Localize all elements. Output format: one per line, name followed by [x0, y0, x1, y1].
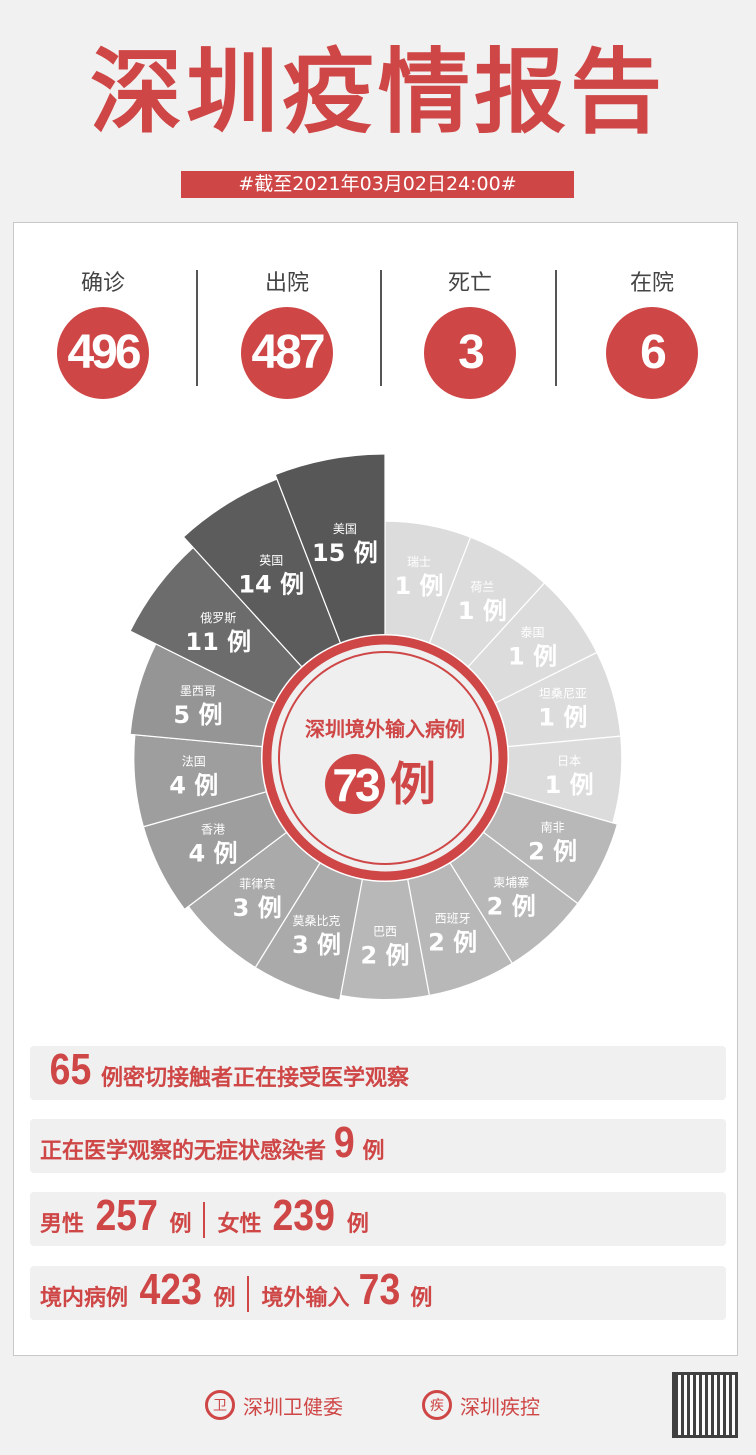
- health-commission-logo-icon: 卫: [205, 1390, 235, 1420]
- wedge-label: 柬埔寨: [493, 874, 529, 889]
- row-contacts: 65 例密切接触者正在接受医学观察: [30, 1046, 726, 1100]
- stat-discharged: 出院 487: [212, 265, 362, 399]
- wedge-label: 坦桑尼亚: [539, 686, 587, 700]
- stat-label: 死亡: [447, 271, 492, 296]
- footer-org2: 疾深圳疾控: [422, 1390, 540, 1420]
- wedge-label: 法国: [182, 755, 206, 769]
- rose-chart: 瑞士1 例荷兰1 例泰国1 例坦桑尼亚1 例日本1 例南非2 例柬埔寨2 例西班…: [129, 453, 623, 1001]
- wedge-value: 2 例: [428, 929, 477, 957]
- row-asymptomatic: 正在医学观察的无症状感染者 9 例: [30, 1119, 726, 1173]
- wedge-label: 巴西: [373, 924, 397, 938]
- stat-confirmed: 确诊 496: [28, 265, 178, 399]
- divider: [196, 270, 198, 386]
- wedge-label: 菲律宾: [239, 876, 275, 891]
- stat-value: 6: [606, 307, 698, 399]
- wedge-label: 泰国: [521, 626, 545, 640]
- wedge-label: 日本: [557, 754, 581, 768]
- divider: [555, 270, 557, 386]
- stat-value: 3: [424, 307, 516, 399]
- cdc-logo-icon: 疾: [422, 1390, 452, 1420]
- center-unit: 例: [390, 757, 436, 811]
- page-title: 深圳疫情报告: [89, 39, 666, 146]
- stat-label: 在院: [629, 271, 674, 296]
- center-ring: [262, 635, 508, 881]
- wedge-label: 香港: [201, 823, 225, 837]
- unit: 例: [213, 1286, 236, 1311]
- male-value: 257: [95, 1191, 158, 1240]
- divider: [203, 1202, 206, 1238]
- local-label: 境内病例: [40, 1286, 129, 1311]
- wedge-value: 2 例: [528, 837, 577, 865]
- stat-label: 确诊: [80, 271, 125, 296]
- stat-value: 496: [57, 307, 149, 399]
- center-inner-ring: [278, 651, 492, 865]
- wedge-value: 5 例: [173, 701, 222, 729]
- wedge-value: 4 例: [169, 772, 218, 800]
- wedge-value: 1 例: [508, 643, 557, 671]
- footer-org1: 卫深圳卫健委: [205, 1390, 343, 1420]
- female-label: 女性: [217, 1212, 262, 1237]
- local-value: 423: [139, 1265, 202, 1314]
- wedge-label: 瑞士: [407, 555, 431, 569]
- org1-name: 深圳卫健委: [243, 1394, 343, 1419]
- wedge-value: 3 例: [292, 931, 341, 959]
- wedge-label: 西班牙: [435, 912, 471, 926]
- wedge-value: 4 例: [189, 840, 238, 868]
- unit: 例: [362, 1139, 385, 1164]
- divider: [380, 270, 382, 386]
- female-value: 239: [272, 1191, 336, 1240]
- wedge-value: 15 例: [312, 539, 378, 567]
- imported-value: 73: [359, 1265, 401, 1314]
- row-origin: 境内病例 423 例境外输入 73 例: [30, 1266, 726, 1320]
- org2-name: 深圳疾控: [460, 1394, 540, 1419]
- center-title: 深圳境外输入病例: [305, 717, 465, 741]
- divider: [247, 1276, 250, 1312]
- row-gender: 男性 257 例女性 239 例: [30, 1192, 726, 1246]
- wedge-label: 莫桑比克: [292, 914, 340, 928]
- wedge-value: 11 例: [185, 628, 251, 656]
- stat-value: 487: [241, 307, 333, 399]
- stat-deaths: 死亡 3: [395, 265, 545, 399]
- contacts-value: 65: [49, 1045, 92, 1094]
- unit: 例: [410, 1286, 433, 1311]
- wedge-value: 14 例: [238, 570, 304, 598]
- stat-hospitalized: 在院 6: [577, 265, 727, 399]
- center-value-badge: [325, 754, 385, 814]
- wedge-value: 1 例: [538, 703, 587, 731]
- wedge-value: 1 例: [394, 572, 443, 600]
- center-value: 73: [332, 759, 379, 811]
- date-banner: #截至2021年03月02日24:00#: [181, 171, 574, 198]
- wedge-label: 荷兰: [470, 580, 494, 594]
- wedge-label: 俄罗斯: [200, 611, 236, 625]
- wedge-value: 2 例: [360, 941, 409, 969]
- male-label: 男性: [40, 1212, 85, 1237]
- wedge-value: 2 例: [487, 892, 536, 920]
- contacts-text: 例密切接触者正在接受医学观察: [100, 1066, 409, 1091]
- unit: 例: [346, 1212, 369, 1237]
- wedge-label: 美国: [333, 522, 357, 536]
- wedge-value: 1 例: [458, 597, 507, 625]
- imported-label: 境外输入: [261, 1286, 350, 1311]
- stat-label: 出院: [264, 271, 309, 296]
- wedge-value: 3 例: [233, 894, 282, 922]
- wedge-label: 墨西哥: [180, 684, 216, 698]
- wedge-label: 英国: [259, 553, 283, 567]
- qr-code-icon[interactable]: [672, 1372, 738, 1438]
- unit: 例: [169, 1212, 192, 1237]
- asymptomatic-text: 正在医学观察的无症状感染者: [40, 1139, 327, 1164]
- asymptomatic-value: 9: [333, 1118, 355, 1167]
- wedge-label: 南非: [541, 819, 565, 834]
- wedge-value: 1 例: [545, 771, 594, 799]
